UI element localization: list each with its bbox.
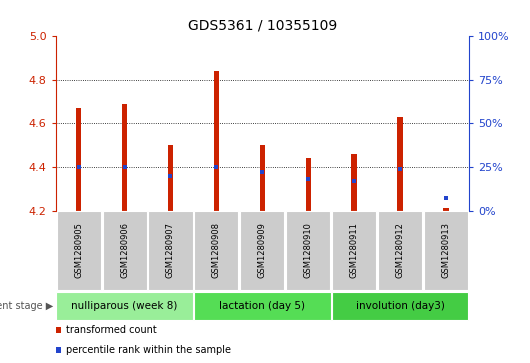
Bar	[378, 211, 422, 290]
Bar	[214, 71, 219, 211]
Text: development stage ▶: development stage ▶	[0, 301, 53, 311]
Bar	[260, 145, 265, 211]
Bar	[76, 108, 82, 211]
Bar	[148, 211, 192, 290]
Text: GSM1280905: GSM1280905	[74, 223, 83, 278]
Title: GDS5361 / 10355109: GDS5361 / 10355109	[188, 19, 337, 32]
Bar	[443, 208, 449, 211]
Bar	[398, 117, 403, 211]
Text: GSM1280913: GSM1280913	[441, 223, 450, 278]
Text: GSM1280906: GSM1280906	[120, 223, 129, 278]
Text: percentile rank within the sample: percentile rank within the sample	[66, 345, 231, 355]
Text: GSM1280910: GSM1280910	[304, 223, 313, 278]
Text: nulliparous (week 8): nulliparous (week 8)	[72, 301, 178, 311]
Bar	[332, 211, 376, 290]
Text: GSM1280912: GSM1280912	[396, 223, 404, 278]
Text: transformed count: transformed count	[66, 325, 157, 335]
Text: lactation (day 5): lactation (day 5)	[219, 301, 305, 311]
Text: GSM1280909: GSM1280909	[258, 223, 267, 278]
Bar	[424, 211, 468, 290]
Bar	[305, 158, 311, 211]
Bar	[195, 211, 238, 290]
Text: involution (day3): involution (day3)	[356, 301, 445, 311]
Bar	[351, 154, 357, 211]
Text: GSM1280908: GSM1280908	[212, 223, 221, 278]
Bar	[122, 104, 127, 211]
Text: GSM1280907: GSM1280907	[166, 223, 175, 278]
Bar	[167, 145, 173, 211]
Text: GSM1280911: GSM1280911	[350, 223, 359, 278]
Bar	[194, 292, 331, 320]
Bar	[286, 211, 330, 290]
Bar	[240, 211, 285, 290]
Bar	[56, 292, 193, 320]
Bar	[332, 292, 469, 320]
Bar	[57, 211, 101, 290]
Bar	[102, 211, 147, 290]
